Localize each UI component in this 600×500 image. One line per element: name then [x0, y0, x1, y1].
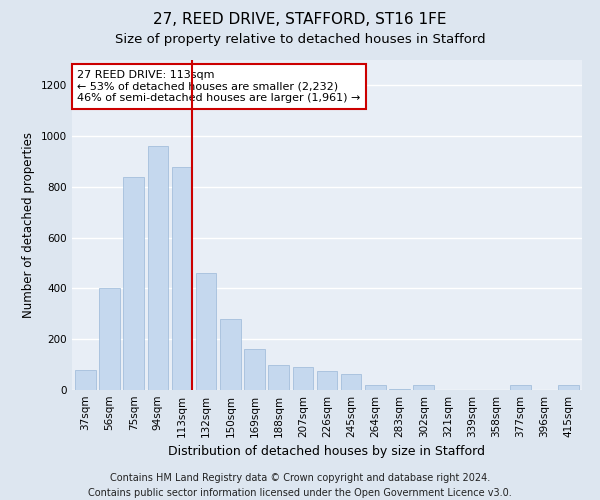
- Bar: [559, 385, 579, 390]
- X-axis label: Distribution of detached houses by size in Stafford: Distribution of detached houses by size …: [169, 446, 485, 458]
- Bar: [389, 388, 410, 390]
- Bar: [341, 374, 361, 390]
- Text: Contains HM Land Registry data © Crown copyright and database right 2024.
Contai: Contains HM Land Registry data © Crown c…: [88, 472, 512, 498]
- Bar: [196, 273, 217, 390]
- Bar: [148, 146, 168, 390]
- Bar: [268, 364, 289, 390]
- Bar: [220, 319, 241, 390]
- Text: 27 REED DRIVE: 113sqm
← 53% of detached houses are smaller (2,232)
46% of semi-d: 27 REED DRIVE: 113sqm ← 53% of detached …: [77, 70, 361, 103]
- Bar: [293, 367, 313, 390]
- Bar: [244, 350, 265, 390]
- Bar: [172, 166, 192, 390]
- Bar: [365, 385, 386, 390]
- Bar: [75, 370, 95, 390]
- Bar: [124, 177, 144, 390]
- Y-axis label: Number of detached properties: Number of detached properties: [22, 132, 35, 318]
- Text: 27, REED DRIVE, STAFFORD, ST16 1FE: 27, REED DRIVE, STAFFORD, ST16 1FE: [153, 12, 447, 28]
- Bar: [413, 385, 434, 390]
- Text: Size of property relative to detached houses in Stafford: Size of property relative to detached ho…: [115, 32, 485, 46]
- Bar: [317, 371, 337, 390]
- Bar: [99, 288, 120, 390]
- Bar: [510, 385, 530, 390]
